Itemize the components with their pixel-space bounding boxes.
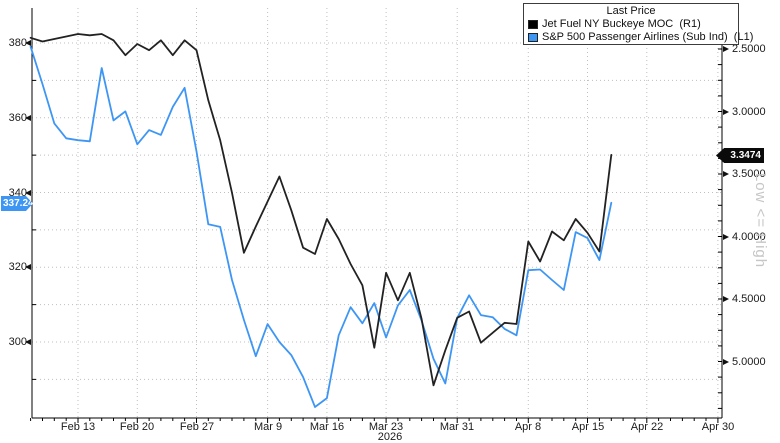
legend-entry-airlines[interactable]: S&P 500 Passenger Airlines (Sub Ind) (L1… [528,31,753,44]
right-axis-tick-label: 4.0000 [732,231,766,243]
right-axis-tick-label: 2.5000 [732,43,766,55]
x-axis-tick-label: Feb 20 [119,421,155,433]
x-axis-tick-label: Mar 16 [309,421,345,433]
x-axis-year-label: 2026 [377,431,403,443]
inverted-axis-watermark: Low <= High [752,172,769,269]
right-axis-tick-marker-icon [723,109,729,115]
right-axis-tick-label: 5.0000 [732,356,766,368]
legend-entry-jet-fuel[interactable]: Jet Fuel NY Buckeye MOC (R1) [528,18,734,31]
left-axis-tick-marker-icon [25,339,31,345]
left-axis-tick-label: 360 [8,112,27,124]
right-axis-tick-marker-icon [723,46,729,52]
right-axis-tick-marker-icon [723,296,729,302]
x-axis-tick-label: Mar 9 [253,421,283,433]
legend-box[interactable]: Last Price Jet Fuel NY Buckeye MOC (R1) … [523,3,753,45]
right-axis-tick-label: 3.0000 [732,106,766,118]
airlines-line-series[interactable] [29,45,613,408]
x-axis-tick-label: Apr 15 [571,421,605,433]
x-axis-tick-label: Apr 30 [701,421,735,433]
legend-entry-label: S&P 500 Passenger Airlines (Sub Ind) (L1… [542,30,754,43]
legend-entry-label: Jet Fuel NY Buckeye MOC (R1) [542,17,701,30]
x-axis-tick-label: Feb 13 [60,421,96,433]
x-axis-tick-label: Feb 27 [179,421,215,433]
x-axis-tick-label: Apr 22 [630,421,664,433]
left-axis-tick-label: 380 [8,37,27,49]
x-axis-tick-label: Apr 8 [514,421,542,433]
last-price-badge-jet-fuel: 3.3474 [716,148,764,163]
last-price-badge-airlines: 337.24 [1,196,34,211]
x-axis-tick-label: Mar 31 [439,421,475,433]
left-axis-tick-label: 300 [8,336,27,348]
left-axis-tick-marker-icon [25,115,31,121]
right-axis-tick-label: 4.5000 [732,293,766,305]
blue-series-swatch-icon [528,32,538,42]
legend-title: Last Price [606,4,656,17]
left-axis-tick-marker-icon [25,190,31,196]
right-axis-tick-label: 3.5000 [732,168,766,180]
right-axis-tick-marker-icon [723,171,729,177]
right-axis-tick-marker-icon [723,359,729,365]
left-axis-tick-label: 320 [8,261,27,273]
right-axis-tick-marker-icon [723,234,729,240]
jet-fuel-line-series[interactable] [29,33,613,387]
x-axis-tick-label: Mar 23 [368,421,404,433]
left-axis-tick-marker-icon [25,264,31,270]
black-series-swatch-icon [528,19,538,29]
left-axis-tick-marker-icon [25,40,31,46]
